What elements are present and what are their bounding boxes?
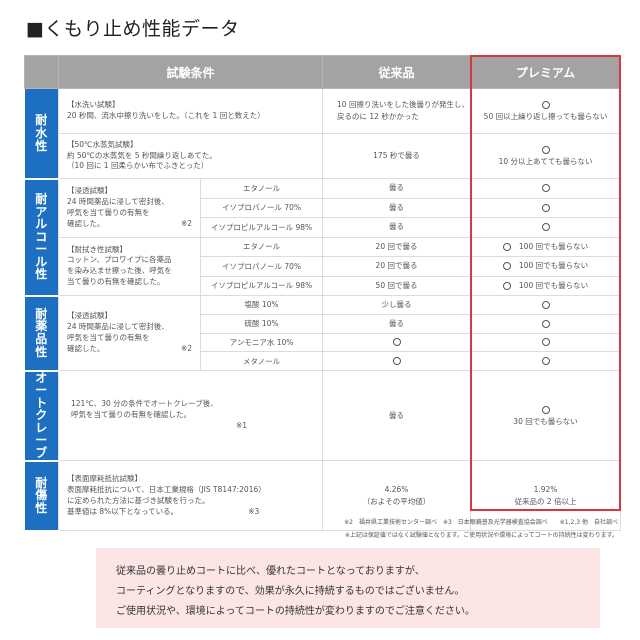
table-row: 耐水性 【水洗い試験】 20 秒間、流水中擦り洗いをした。（これを 1 回と数えた… bbox=[24, 88, 622, 180]
page-title: ■くもり止め性能データ bbox=[26, 18, 240, 40]
table-row: イソプロパノール 70% 曇る bbox=[25, 197, 622, 218]
table-row: メタノール bbox=[25, 351, 622, 371]
performance-table: 試験条件 従来品 プレミアム 耐水性 【水洗い試験】 20 秒間、流水中擦り洗いを… bbox=[24, 55, 622, 532]
circle-icon bbox=[541, 405, 550, 414]
table-row: 【耐拭き性試験】 コットン、プロワイプに各薬品 を染み込ませ擦った後、呼気を 当て曇り… bbox=[25, 236, 622, 296]
category-chemical: 耐薬品性 bbox=[24, 295, 59, 372]
circle-icon bbox=[392, 357, 401, 366]
table-row: イソプロピルアルコール 98% 曇る bbox=[25, 217, 622, 238]
category-water: 耐水性 bbox=[24, 88, 59, 180]
circle-icon bbox=[541, 101, 550, 109]
table-header: 試験条件 従来品 プレミアム bbox=[24, 55, 622, 89]
table-row: オートクレーブ 121℃、30 分の条件でオートクレーブ後、 呼気を当て曇りの有無… bbox=[24, 369, 622, 462]
table-row: アンモニア水 10% bbox=[25, 332, 622, 353]
header-conventional: 従来品 bbox=[322, 55, 472, 89]
notice-box: 従来品の曇り止めコートに比べ、優れたコートとなっておりますが、 コーティングとな… bbox=[96, 548, 600, 628]
circle-icon bbox=[541, 184, 550, 193]
table-row: 耐アルコール性 【浸透試験】 24 時間薬品に浸して密封後、 呼気を当て曇りの有無を… bbox=[24, 178, 622, 297]
circle-icon bbox=[541, 338, 550, 347]
circle-icon bbox=[502, 242, 511, 251]
table-row: 【50℃水蒸気試験】約 50℃の水蒸気を 5 秒間繰り返しあてた。 （10 回に … bbox=[25, 133, 622, 179]
category-autoclave: オートクレーブ bbox=[24, 370, 59, 462]
category-alcohol: 耐アルコール性 bbox=[24, 178, 59, 297]
circle-icon bbox=[541, 300, 550, 309]
circle-icon bbox=[392, 338, 401, 347]
category-scratch: 耐傷性 bbox=[24, 460, 59, 532]
header-premium: プレミアム bbox=[470, 55, 622, 89]
circle-icon bbox=[502, 281, 511, 290]
circle-icon bbox=[541, 319, 550, 328]
circle-icon bbox=[541, 203, 550, 212]
circle-icon bbox=[502, 262, 511, 271]
header-conditions: 試験条件 bbox=[57, 55, 324, 89]
circle-icon bbox=[541, 146, 550, 154]
table-row: 硫酸 10% 曇る bbox=[25, 313, 622, 334]
footnote-disclaimer: ※上記は保証値ではなく試験値となります。ご使用状況や環境によってコートの持続性は… bbox=[344, 532, 618, 539]
circle-icon bbox=[541, 223, 550, 232]
table-row: 耐薬品性 【浸透試験】 24 時間薬品に浸して密封後、 呼気を当て曇りの有無を 確認し… bbox=[24, 295, 622, 372]
footnote-sources: ※2 福井県工業技術センター調べ ※3 日本眼鏡普及光学器検査協会調べ ※1,2… bbox=[344, 519, 618, 526]
circle-icon bbox=[541, 357, 550, 366]
